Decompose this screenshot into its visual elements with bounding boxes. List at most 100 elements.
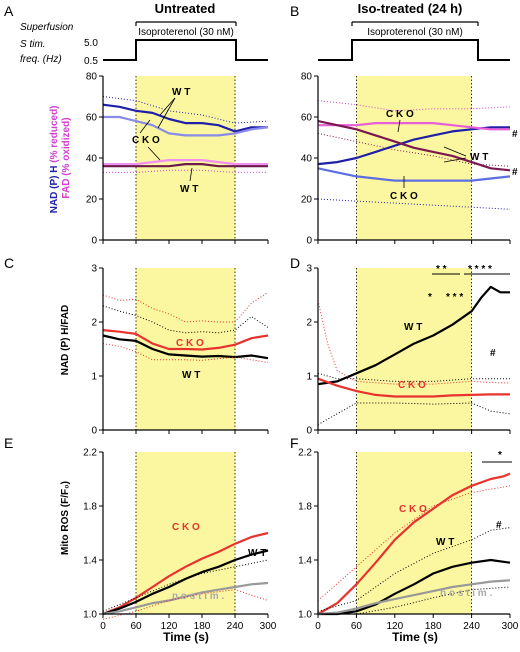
panel-letter-d: D: [290, 255, 300, 271]
y-tick-label: 1: [91, 372, 97, 383]
y-tick-label: 1.0: [83, 610, 97, 621]
series-wt: [102, 334, 269, 360]
y-tick-label: 20: [301, 195, 313, 206]
panel-letter-e: E: [4, 435, 13, 451]
y-tick-label: 1.0: [298, 610, 312, 621]
annot-b-wt: W T: [470, 152, 488, 163]
stim-label-1: S tim.: [20, 39, 46, 50]
annot-d-sig3: *: [428, 292, 432, 303]
panel-letter-b: B: [290, 3, 299, 19]
panel-letter-c: C: [4, 255, 14, 271]
series-cko_nadh: [317, 167, 511, 182]
series-nostim: [317, 579, 511, 616]
y-tick-label: 1.8: [298, 502, 312, 513]
y-tick-label: 2.2: [298, 448, 312, 459]
y-tick-label: 40: [86, 154, 98, 165]
annot-d-sig1: * *: [436, 264, 447, 275]
x-tick-label: 300: [502, 621, 519, 632]
series-wt_fad: [317, 120, 511, 172]
panel-letter-f: F: [290, 435, 299, 451]
annot-e-cko: C K O: [172, 522, 200, 533]
panel-letter-a: A: [4, 3, 14, 19]
series-cko: [102, 531, 269, 616]
y-tick-label: 0: [306, 236, 312, 247]
series-cko_fad: [318, 121, 510, 131]
column-title-iso: Iso-treated (24 h): [358, 1, 463, 16]
y-tick-label: 3: [306, 264, 312, 275]
protocol-header: A B Untreated Iso-treated (24 h) Superfu…: [4, 1, 510, 67]
stim-step-b: [318, 39, 510, 61]
annot-c-wt: W T: [182, 370, 200, 381]
drug-label-a: Isoproterenol (30 nM): [138, 27, 234, 38]
drug-label-b: Isoproterenol (30 nM): [367, 27, 463, 38]
x-tick-label: 60: [351, 621, 363, 632]
annot-f-star: *: [498, 450, 502, 461]
series-sd1: [102, 96, 269, 124]
series-cko_nadh: [103, 115, 269, 137]
series-wt_nadh: [102, 103, 268, 133]
ylabel-c: NAD (P) H/FAD: [60, 305, 71, 376]
annot-a-wt2: W T: [180, 184, 198, 195]
series-nostim: [102, 581, 269, 616]
annot-b-hash1: #: [512, 129, 518, 140]
y-tick-label: 60: [301, 113, 313, 124]
panel-a: 0 20 40 60 80: [86, 72, 269, 247]
annot-f-nostim: n o s t i m .: [440, 588, 492, 599]
ylabel-a: NAD (P) H (% reduced) FAD (% oxidized): [49, 103, 72, 214]
series-cko: [102, 329, 269, 351]
stim-step-a: [103, 39, 268, 61]
series-cko_fad: [103, 159, 268, 166]
series-sd1: [102, 589, 269, 620]
panel-c: 0 1 2 3: [91, 264, 269, 437]
series-sd1: [317, 100, 511, 112]
x-tick-label: 0: [100, 621, 106, 632]
series-sd2: [318, 586, 511, 615]
x-tick-label: 60: [130, 621, 142, 632]
annot-f-wt: W T: [436, 537, 454, 548]
series-sd1: [317, 527, 511, 612]
series-wt_fad: [103, 163, 268, 168]
y-tick-label: 80: [86, 72, 98, 83]
x-tick-label: 240: [227, 621, 244, 632]
annot-e-nostim: n o s t i m .: [172, 591, 224, 602]
y-tick-label: 0: [306, 426, 312, 437]
y-tick-label: 80: [301, 72, 313, 83]
stim-shade: [136, 76, 235, 240]
panel-b: 0 20 40 60 80: [301, 72, 511, 247]
annot-e-wt: W T: [248, 548, 266, 559]
y-tick-label: 20: [86, 195, 98, 206]
xlabel-e: Time (s): [163, 630, 209, 644]
stim-label-2: freq. (Hz): [20, 54, 62, 65]
series-sd2: [103, 169, 268, 173]
y-tick-label: 2.2: [83, 448, 97, 459]
y-tick-label: 0: [91, 426, 97, 437]
ylabel-e: Mito ROS (F/F₀): [60, 481, 71, 555]
y-tick-label: 1: [306, 372, 312, 383]
column-title-untreated: Untreated: [155, 1, 216, 16]
annot-f-cko: C K O: [399, 504, 427, 515]
annot-d-sig4: * * *: [446, 292, 463, 303]
y-tick-label: 1.4: [83, 556, 97, 567]
annot-c-cko: C K O: [176, 338, 204, 349]
annot-b-cko1: C K O: [386, 109, 414, 120]
annot-d-wt: W T: [404, 322, 422, 333]
y-tick-label: 40: [301, 154, 313, 165]
annot-d-hash: #: [490, 348, 496, 359]
freq-high: 5.0: [84, 38, 98, 49]
annot-f-hash: #: [496, 520, 502, 531]
x-tick-label: 180: [425, 621, 442, 632]
series-cko: [317, 472, 511, 615]
series-sd2: [317, 198, 511, 210]
series-sd3: [317, 485, 511, 601]
annot-b-hash2: #: [512, 167, 518, 178]
annot-b-cko2: C K O: [390, 191, 418, 202]
panel-f: 1.0 1.4 1.8 2.2 0 60 120 180 240 300: [298, 448, 519, 633]
series-sd2: [317, 402, 511, 426]
x-tick-label: 240: [463, 621, 480, 632]
y-tick-label: 2: [91, 318, 97, 329]
series-sd2: [102, 305, 269, 334]
superfusion-label: Superfusion: [20, 22, 74, 33]
series-wt: [317, 285, 510, 386]
series-wt: [102, 549, 269, 616]
